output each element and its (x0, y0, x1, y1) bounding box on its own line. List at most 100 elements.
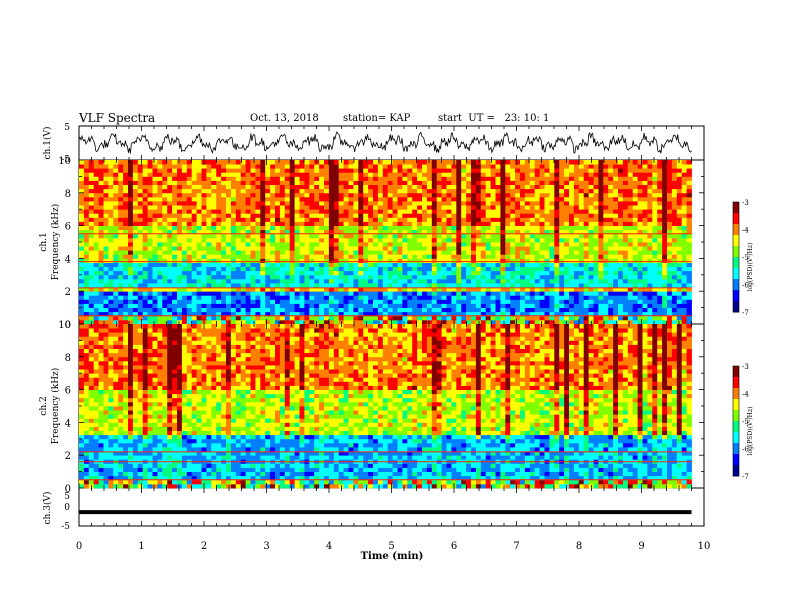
spectrogram-cell (461, 184, 467, 190)
spectrogram-cell (471, 172, 477, 177)
spectrogram-cell (627, 233, 634, 239)
spectrogram-cell (343, 188, 349, 194)
spectrogram-cell (598, 201, 604, 206)
spectrogram-cell (520, 201, 526, 206)
spectrogram-cell (324, 303, 330, 308)
spectrogram-cell (275, 274, 281, 280)
spectrogram-cell (98, 274, 104, 280)
spectrogram-cell (510, 250, 516, 255)
spectrogram-cell (495, 205, 501, 210)
spectrogram-cell (515, 258, 521, 263)
spectrogram-cell (613, 274, 619, 280)
spectrogram-cell (431, 188, 438, 194)
spectrogram-cell (475, 258, 482, 263)
spectrogram-cell (510, 242, 516, 247)
spectrogram-cell (520, 283, 526, 288)
spectrogram-cell (196, 213, 202, 218)
spectrogram-cell (500, 192, 506, 198)
spectrogram-cell (353, 217, 359, 222)
spectrogram-cell (426, 246, 433, 251)
spectrogram-cell (622, 250, 629, 255)
spectrogram-cell (524, 299, 531, 304)
spectrogram-cell (167, 295, 173, 300)
spectrogram-cell (250, 233, 256, 239)
spectrogram-cell (216, 209, 222, 214)
spectrogram-cell (662, 180, 668, 185)
spectrogram-cell (544, 283, 550, 288)
spectrogram-cell (260, 221, 266, 226)
spectrogram-cell (534, 258, 540, 263)
spectrogram-cell (392, 229, 398, 235)
spectrogram-cell (397, 258, 403, 263)
spectrogram-cell (181, 270, 188, 276)
spectrogram-cell (358, 225, 364, 231)
spectrogram-cell (338, 172, 344, 177)
spectrogram-cell (480, 229, 487, 235)
spectrogram-cell (392, 237, 398, 243)
spectrogram-cell (147, 319, 153, 325)
spectrogram-cell (544, 192, 550, 198)
spectrogram-cell (103, 303, 109, 308)
spectrogram-cell (642, 295, 648, 300)
spectrogram-cell (152, 262, 158, 267)
spectrogram-cell (137, 250, 144, 255)
spectrogram-cell (103, 270, 109, 276)
spectrogram-cell (539, 217, 545, 222)
spectrogram-cell (417, 180, 423, 185)
spectrogram-cell (539, 233, 545, 239)
spectrogram-cell (402, 188, 408, 194)
spectrogram-cell (510, 278, 516, 284)
spectrogram-cell (377, 229, 384, 235)
spectrogram-cell (270, 188, 276, 194)
spectrogram-cell (226, 287, 232, 292)
spectrogram-cell (162, 225, 168, 231)
spectrogram-cell (265, 262, 271, 267)
spectrogram-cell (363, 205, 369, 210)
spectrogram-cell (662, 237, 668, 243)
spectrogram-cell (128, 274, 134, 280)
spectrogram-cell (172, 278, 178, 284)
spectrogram-cell (578, 233, 585, 239)
spectrogram-cell (520, 217, 526, 222)
spectrogram-cell (456, 225, 462, 231)
spectrogram-cell (275, 258, 281, 263)
spectrogram-cell (578, 278, 585, 284)
spectrogram-cell (392, 188, 398, 194)
spectrogram-cell (451, 229, 457, 235)
spectrogram-cell (417, 295, 423, 300)
spectrogram-cell (637, 160, 643, 165)
spectrogram-cell (333, 164, 340, 169)
spectrogram-cell (446, 254, 452, 259)
spectrogram-cell (431, 229, 438, 235)
spectrogram-cell (569, 168, 575, 173)
spectrogram-cell (529, 237, 536, 243)
spectrogram-cell (622, 262, 629, 267)
spectrogram-cell (201, 217, 207, 222)
spectrogram-cell (422, 196, 428, 202)
spectrogram-cell (632, 299, 638, 304)
spectrogram-cell (88, 188, 95, 194)
spectrogram-cell (417, 164, 423, 169)
spectrogram-cell (172, 270, 178, 276)
spectrogram-cell (314, 184, 320, 190)
spectrogram-cell (338, 311, 344, 317)
spectrogram-cell (79, 201, 85, 206)
spectrogram-cell (520, 221, 526, 226)
spectrogram-cell (475, 319, 482, 325)
spectrogram-cell (671, 201, 678, 206)
spectrogram-cell (216, 160, 222, 165)
spectrogram-cell (245, 262, 251, 267)
spectrogram-cell (157, 299, 163, 304)
spectrogram-cell (588, 217, 594, 222)
spectrogram-cell (515, 233, 521, 239)
spectrogram-cell (142, 270, 148, 276)
spectrogram-cell (495, 291, 501, 296)
spectrogram-cell (559, 237, 565, 243)
spectrogram-cell (642, 229, 648, 235)
spectrogram-cell (500, 233, 506, 239)
spectrogram-cell (466, 205, 472, 210)
spectrogram-cell (652, 213, 658, 218)
spectrogram-cell (436, 221, 442, 226)
spectrogram-cell (206, 168, 212, 173)
spectrogram-cell (324, 176, 330, 181)
